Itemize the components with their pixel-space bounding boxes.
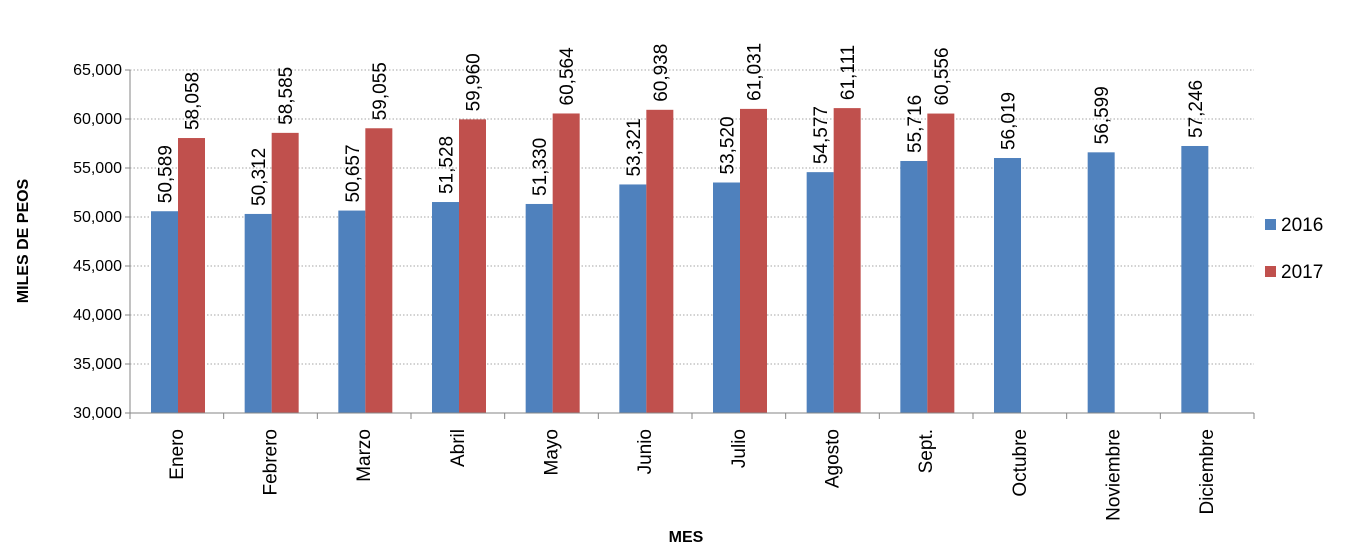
data-label-2016: 53,520 (718, 116, 739, 174)
y-tick-label: 60,000 (73, 111, 122, 128)
bar-2016 (525, 203, 553, 413)
data-label-2017: 60,556 (932, 47, 953, 105)
data-label-2016: 51,528 (437, 136, 458, 194)
data-label-2016: 56,599 (1092, 86, 1113, 144)
bar-2016 (244, 213, 272, 413)
data-label-2016: 50,657 (343, 144, 364, 202)
data-label-2017: 60,938 (651, 44, 672, 102)
legend: 2016 2017 (1265, 215, 1323, 283)
bar-2017 (646, 109, 674, 413)
bar-2016 (1087, 152, 1115, 413)
data-label-2016: 50,312 (249, 148, 270, 206)
x-tick-label: Abril (448, 429, 469, 467)
x-tick-label: Noviembre (1104, 429, 1125, 521)
legend-swatch-2016 (1265, 219, 1276, 230)
data-labels: 50,589 50,312 50,657 51,528 51,330 53,321 53,5… (156, 43, 1207, 206)
y-tick-label: 30,000 (73, 405, 122, 422)
bar-2017 (459, 119, 486, 413)
data-label-2017: 61,111 (838, 45, 859, 100)
x-tick-label: Junio (635, 429, 656, 474)
x-tick-label: Marzo (354, 429, 375, 482)
y-tick-label: 45,000 (73, 258, 122, 275)
bar-2017 (178, 138, 205, 413)
bar-2016 (1181, 145, 1209, 413)
data-label-2017: 58,058 (183, 72, 204, 130)
bar-2016 (151, 211, 178, 413)
x-tick-labels: Enero Febrero Marzo Abril Mayo Junio Julio Agos… (129, 413, 1255, 521)
y-axis-title: MILES DE PEOS (15, 178, 32, 303)
bar-2017 (927, 113, 955, 413)
bar-2017 (552, 113, 580, 413)
bar-2017 (271, 132, 299, 413)
y-tick-label: 65,000 (73, 62, 122, 79)
data-label-2016: 54,577 (811, 106, 832, 164)
data-label-2016: 55,716 (905, 95, 926, 153)
data-label-2017: 58,585 (276, 67, 297, 125)
y-tick-label: 50,000 (73, 209, 122, 226)
data-label-2016: 51,330 (530, 138, 551, 196)
bar-2016 (900, 160, 928, 413)
bar-2017 (740, 108, 767, 413)
x-tick-label: Mayo (542, 429, 563, 475)
x-tick-label: Julio (729, 429, 750, 468)
legend-label-2017: 2017 (1281, 262, 1323, 283)
data-label-2017: 61,031 (745, 43, 766, 101)
bar-2016 (806, 172, 834, 413)
data-label-2016: 57,246 (1186, 80, 1207, 138)
data-label-2017: 59,960 (464, 53, 485, 111)
legend-swatch-2017 (1265, 266, 1276, 277)
bar-2016 (713, 182, 740, 413)
data-label-2017: 59,055 (370, 62, 391, 120)
bar-2016 (432, 202, 459, 413)
x-tick-label: Enero (167, 429, 188, 480)
y-tick-label: 35,000 (73, 356, 122, 373)
data-label-2016: 50,589 (156, 145, 177, 203)
bar-2017 (833, 108, 861, 414)
y-tick-labels: 30,000 35,000 40,000 45,000 50,000 55,000 60,0… (73, 62, 130, 422)
legend-label-2016: 2016 (1281, 215, 1323, 236)
x-tick-label: Agosto (823, 429, 844, 488)
x-axis-title: MES (669, 529, 704, 546)
x-tick-label: Sept. (916, 429, 937, 473)
bar-2016 (994, 158, 1021, 413)
data-label-2016: 56,019 (999, 92, 1020, 150)
y-tick-label: 55,000 (73, 160, 122, 177)
data-label-2016: 53,321 (624, 118, 645, 176)
bar-2016 (338, 210, 366, 413)
bar-2017 (365, 128, 393, 414)
data-label-2017: 60,564 (557, 47, 578, 106)
x-tick-label: Febrero (261, 429, 282, 496)
x-tick-label: Diciembre (1197, 429, 1218, 515)
bar-2016 (619, 184, 647, 413)
y-tick-label: 40,000 (73, 307, 122, 324)
bars (151, 108, 1209, 414)
x-tick-label: Octubre (1010, 429, 1031, 497)
